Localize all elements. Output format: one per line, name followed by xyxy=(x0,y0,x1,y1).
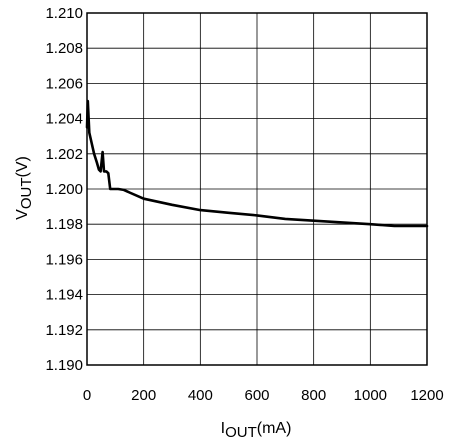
y-tick-label: 1.202 xyxy=(45,146,83,163)
y-tick-label: 1.194 xyxy=(45,287,83,304)
y-axis-label-sub: OUT xyxy=(18,177,35,209)
grid-lines xyxy=(87,13,427,365)
y-tick-label: 1.210 xyxy=(45,5,83,22)
tick-labels: 0 200 400 600 800 1000 1200 1.190 1.192 1.194 1.19… xyxy=(45,5,443,404)
x-tick-label: 400 xyxy=(188,387,213,404)
y-tick-label: 1.196 xyxy=(45,251,83,268)
plot-frame xyxy=(86,12,428,366)
y-tick-label: 1.204 xyxy=(45,111,83,128)
x-axis-label-unit: (mA) xyxy=(257,420,292,437)
y-axis-label-unit: (V) xyxy=(14,156,31,177)
x-tick-label: 200 xyxy=(131,387,156,404)
y-tick-label: 1.208 xyxy=(45,40,83,57)
y-tick-label: 1.192 xyxy=(45,322,83,339)
x-tick-label: 1000 xyxy=(354,387,387,404)
y-tick-label: 1.200 xyxy=(45,181,83,198)
x-axis-label: IOUT(mA) xyxy=(221,420,292,441)
series-line xyxy=(85,99,429,228)
x-tick-label: 600 xyxy=(244,387,269,404)
y-axis-label: VOUT(V) xyxy=(14,156,35,220)
y-axis-label-main: V xyxy=(14,209,31,220)
x-tick-label: 1200 xyxy=(410,387,443,404)
x-tick-label: 0 xyxy=(83,387,91,404)
y-tick-label: 1.206 xyxy=(45,75,83,92)
x-axis-label-sub: OUT xyxy=(225,424,257,441)
series-layer xyxy=(85,99,429,228)
y-tick-label: 1.190 xyxy=(45,357,83,374)
y-tick-label: 1.198 xyxy=(45,216,83,233)
x-axis-label-main: I xyxy=(221,420,225,437)
x-tick-label: 800 xyxy=(301,387,326,404)
